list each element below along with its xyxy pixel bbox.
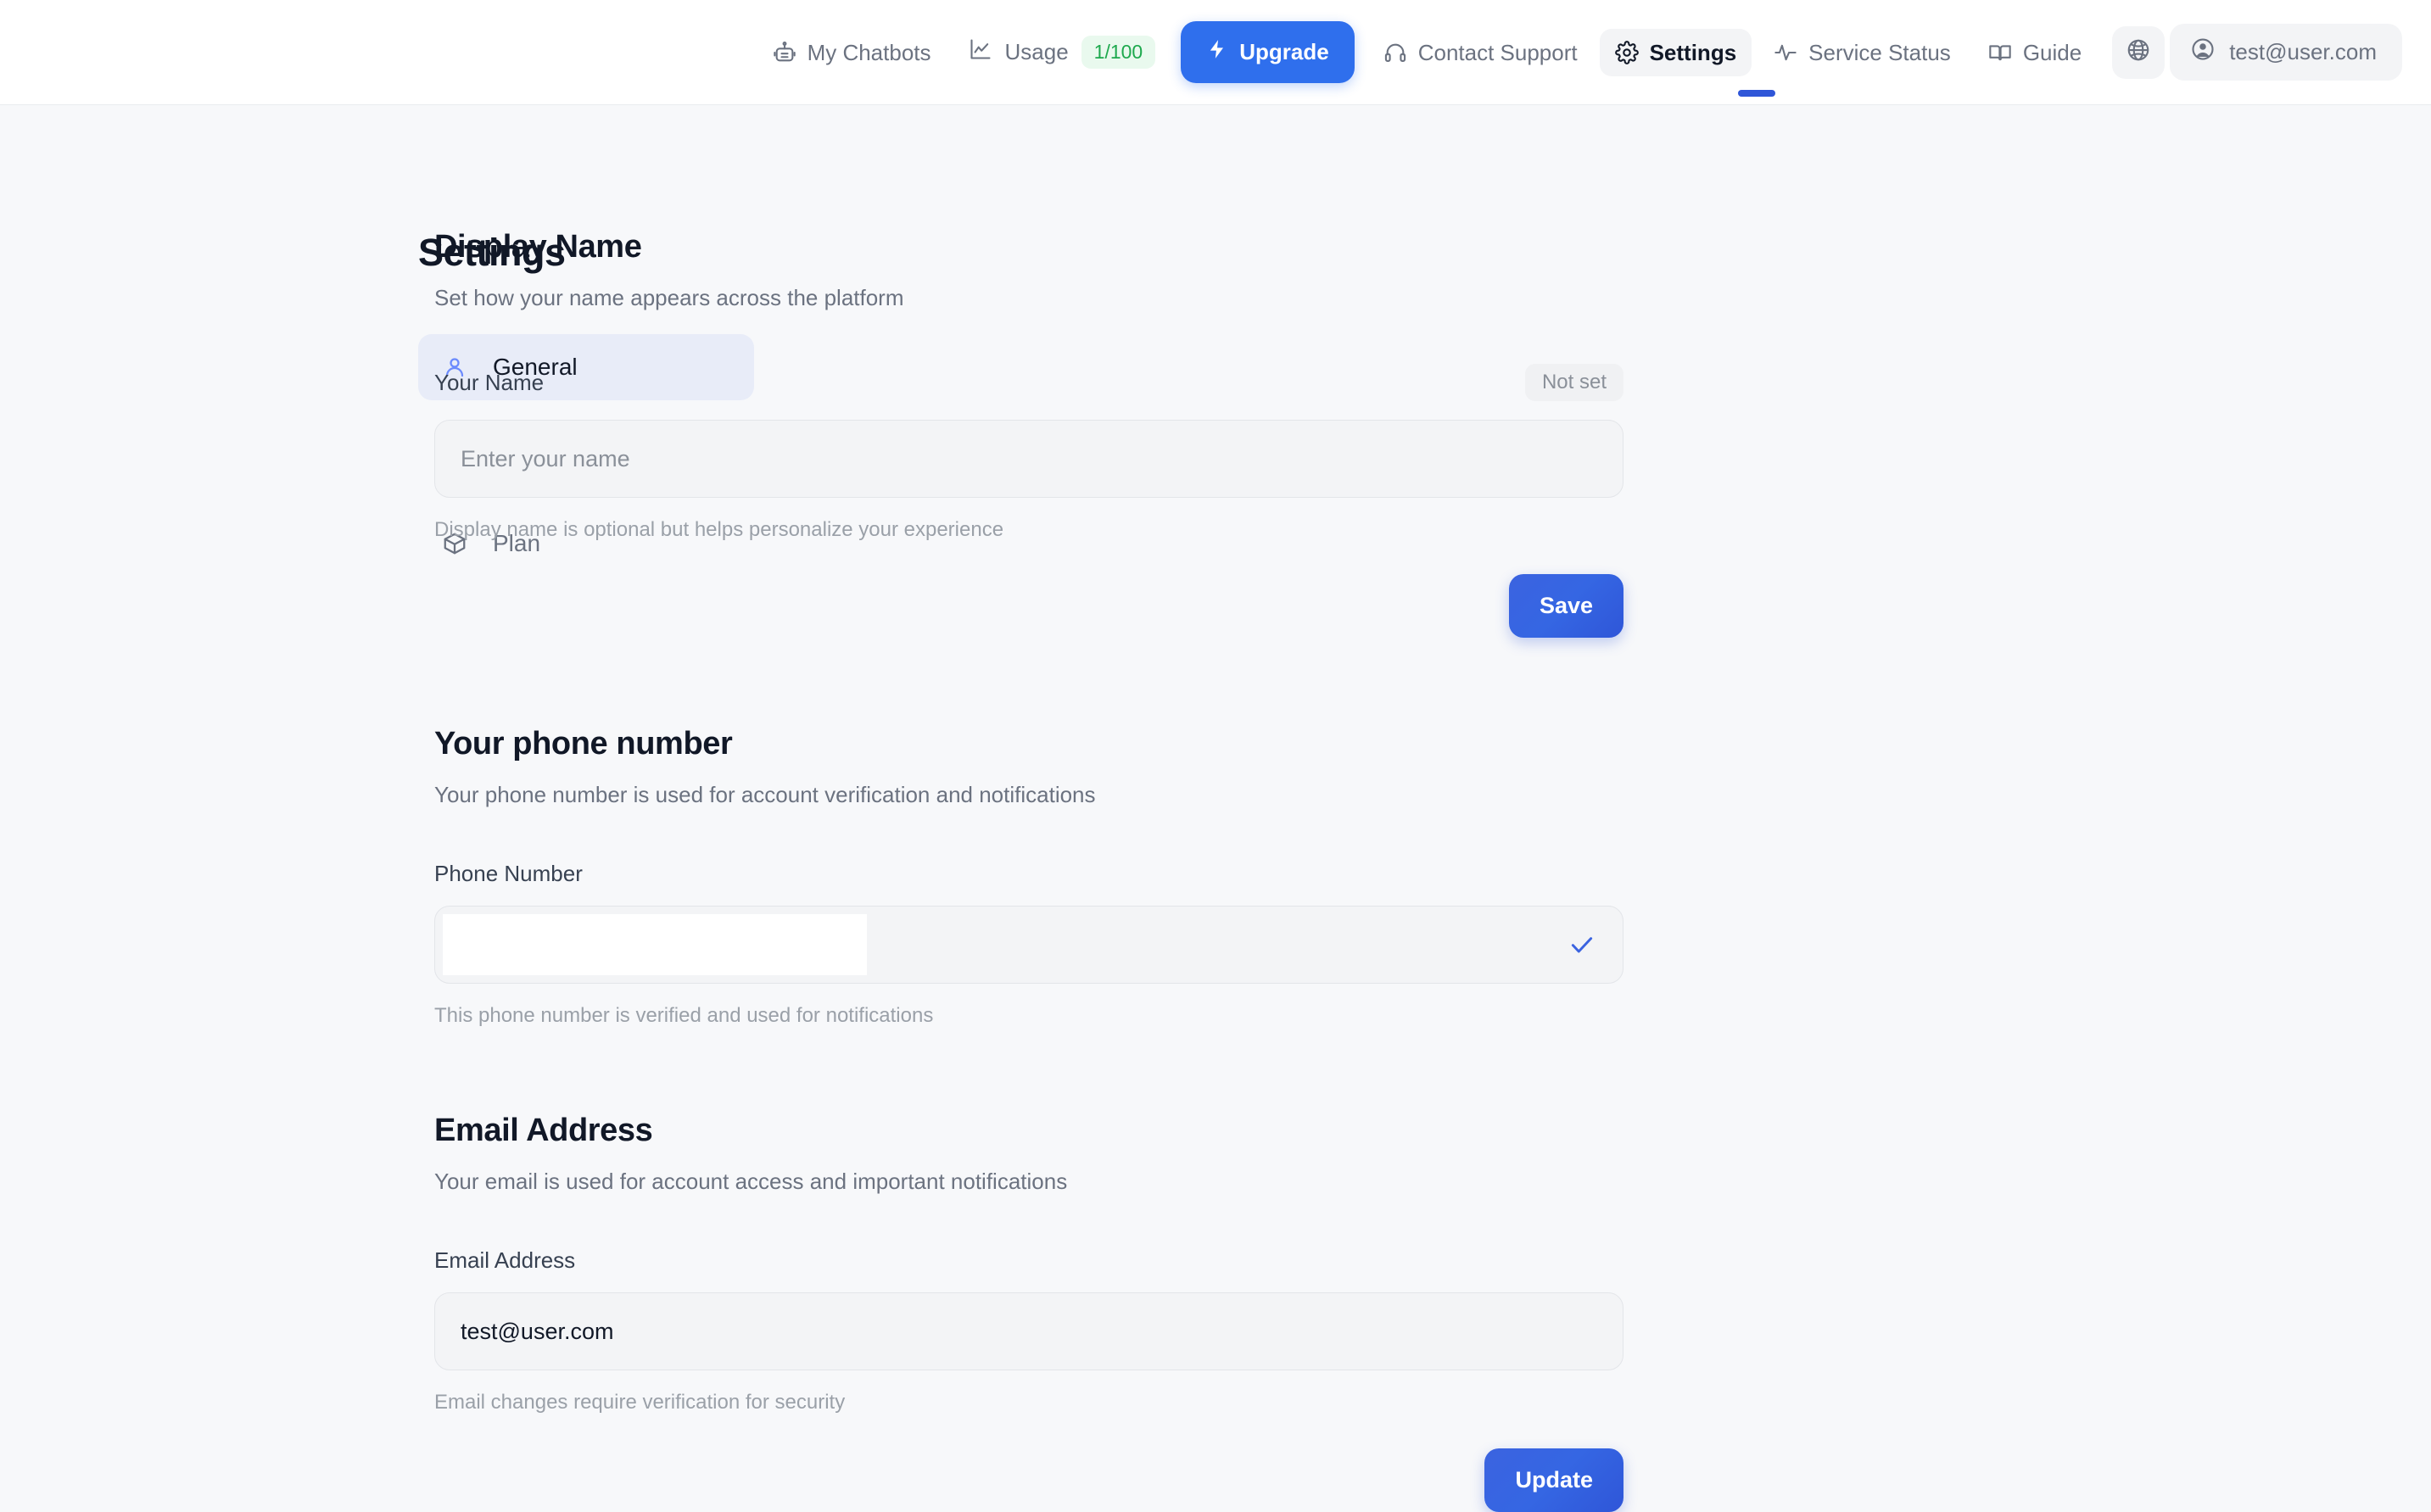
top-header: My Chatbots Usage 1/100 Upgrade [0, 0, 2431, 105]
redacted-phone-overlay [443, 914, 867, 975]
book-open-icon [1988, 41, 2012, 64]
activity-pulse-icon [1774, 41, 1797, 64]
nav-item-service-status[interactable]: Service Status [1758, 29, 1966, 76]
page-body: Settings General [0, 105, 2431, 1512]
section-title: Email Address [434, 1113, 653, 1148]
section-subtitle: Your phone number is used for account ve… [434, 782, 1096, 807]
upgrade-button[interactable]: Upgrade [1181, 21, 1355, 83]
sidebar-item-plan[interactable]: Plan [418, 511, 754, 577]
status-badge: Not set [1524, 364, 1623, 401]
page-title: Settings [418, 231, 566, 274]
user-circle-icon [2190, 36, 2216, 68]
section-subtitle: Set how your name appears across the pla… [434, 285, 904, 310]
nav-item-guide[interactable]: Guide [1973, 29, 2097, 76]
nav-item-my-chatbots[interactable]: My Chatbots [757, 29, 947, 76]
nav-label: My Chatbots [807, 39, 931, 65]
save-button[interactable]: Save [1508, 574, 1623, 638]
section-email-address: Email Address Your email is used for acc… [434, 1113, 1623, 1512]
main-navigation: My Chatbots Usage 1/100 Upgrade [754, 0, 2402, 104]
upgrade-label: Upgrade [1239, 39, 1329, 64]
phone-number-hint: This phone number is verified and used f… [434, 1004, 934, 1027]
section-display-name: Display Name Set how your name appears a… [434, 229, 1623, 638]
box-icon [442, 531, 471, 556]
phone-number-label: Phone Number [434, 861, 583, 886]
display-name-input[interactable]: Enter your name [434, 420, 1623, 498]
update-button[interactable]: Update [1484, 1448, 1623, 1512]
check-icon [1568, 931, 1596, 958]
nav-label: Usage [1004, 39, 1069, 64]
bolt-icon [1206, 38, 1228, 66]
email-address-label: Email Address [434, 1247, 576, 1273]
section-phone-number: Your phone number Your phone number is u… [434, 726, 1623, 1028]
phone-number-input[interactable] [434, 906, 1623, 984]
nav-item-usage[interactable]: Usage 1/100 [953, 24, 1170, 81]
nav-label: Guide [2022, 39, 2082, 65]
headset-icon [1383, 41, 1407, 64]
nav-label: Settings [1649, 39, 1737, 65]
settings-sidebar: Settings General [0, 105, 754, 1512]
robot-icon [773, 41, 796, 64]
globe-icon [2126, 37, 2151, 67]
sidebar-item-general[interactable]: General [418, 334, 754, 400]
sidebar-item-label: Plan [493, 530, 541, 556]
section-title: Your phone number [434, 726, 733, 762]
settings-content: Display Name Set how your name appears a… [419, 105, 1623, 1512]
nav-label: Contact Support [1417, 39, 1578, 65]
display-name-hint: Display name is optional but helps perso… [434, 518, 1004, 541]
user-icon [442, 354, 471, 380]
account-chip[interactable]: test@user.com [2170, 24, 2402, 81]
gear-icon [1614, 40, 1639, 64]
sidebar-item-label: General [493, 354, 578, 380]
nav-item-settings[interactable]: Settings [1599, 28, 1752, 76]
nav-label: Service Status [1808, 39, 1951, 65]
section-subtitle: Your email is used for account access an… [434, 1169, 1068, 1194]
section-title: Display Name [434, 229, 642, 265]
account-email: test@user.com [2229, 39, 2377, 64]
nav-item-contact-support[interactable]: Contact Support [1368, 29, 1593, 76]
active-tab-indicator [1738, 90, 1775, 97]
your-name-label: Your Name [434, 369, 545, 395]
email-address-hint: Email changes require verification for s… [434, 1391, 846, 1414]
email-address-value: test@user.com [461, 1318, 614, 1344]
usage-badge: 1/100 [1081, 36, 1156, 69]
email-address-input[interactable]: test@user.com [434, 1292, 1623, 1370]
chart-line-icon [969, 37, 992, 67]
language-button[interactable] [2112, 25, 2166, 79]
display-name-placeholder: Enter your name [461, 445, 630, 471]
